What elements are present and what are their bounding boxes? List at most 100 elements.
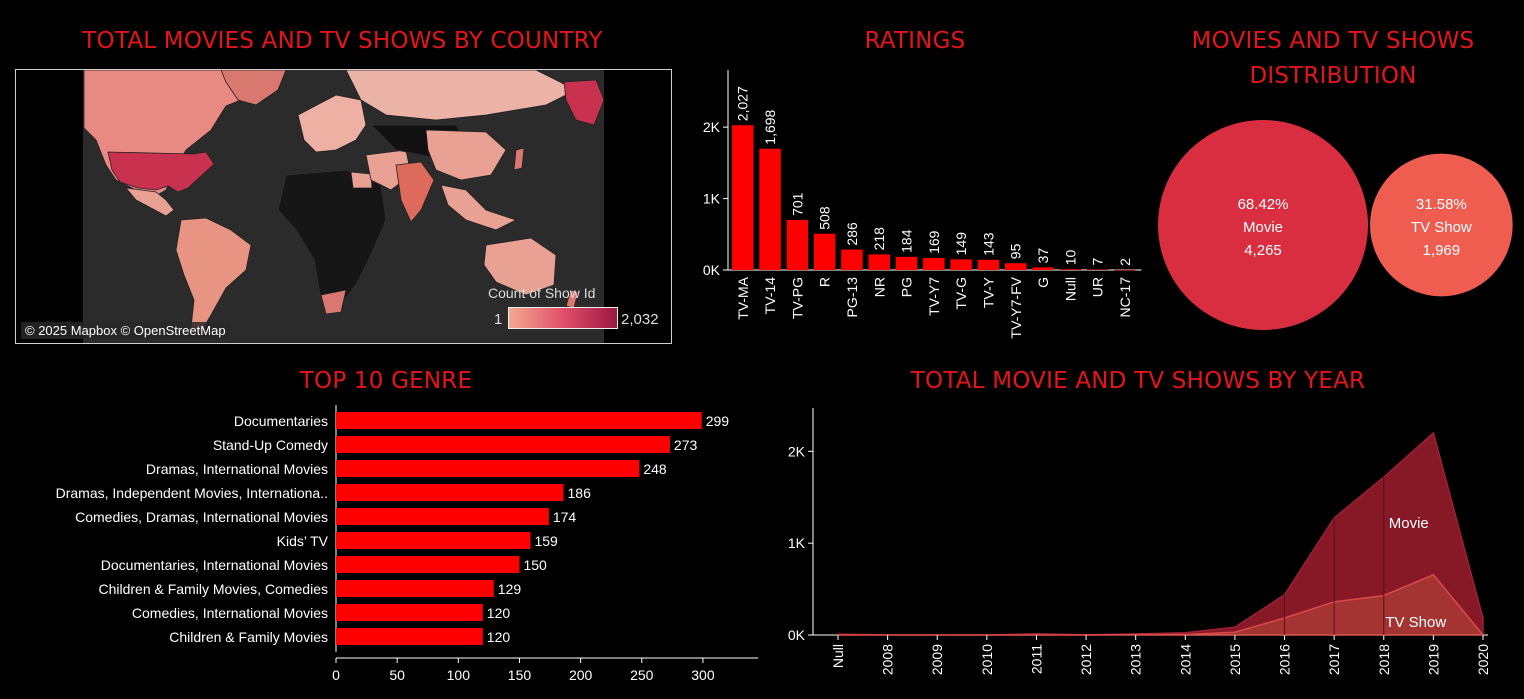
- genre-bar: [336, 484, 564, 501]
- ratings-value-label: 1,698: [762, 109, 778, 144]
- ratings-category-label: TV-G: [953, 277, 969, 310]
- genre-value-label: 129: [498, 581, 522, 597]
- genre-bar: [336, 436, 670, 453]
- genre-bar: [336, 412, 702, 429]
- distribution-count-label: 4,265: [1244, 242, 1282, 259]
- map-india[interactable]: [395, 161, 435, 223]
- genre-x-tick-label: 300: [691, 667, 715, 683]
- genre-value-label: 299: [706, 413, 730, 429]
- map-russia: [345, 70, 577, 121]
- ratings-value-label: 10: [1062, 249, 1078, 265]
- ratings-bar: [950, 259, 972, 270]
- genre-bar: [336, 460, 640, 477]
- genre-value-label: 174: [553, 509, 577, 525]
- year-x-tick-label: 2018: [1376, 644, 1392, 675]
- map-east-siberia: [563, 79, 605, 126]
- map-legend-min: 1: [494, 311, 503, 328]
- country-map[interactable]: © 2025 Mapbox © OpenStreetMap Count of S…: [15, 69, 672, 344]
- ratings-category-label: TV-Y: [980, 276, 996, 308]
- distribution-bubble-movie: [1158, 120, 1368, 330]
- year-area-tv-show: [838, 573, 1485, 636]
- ratings-value-label: 2,027: [735, 86, 751, 121]
- genre-bar: [336, 532, 531, 549]
- year-area-chart: 0K 1K 2K Movie TV Show Null 2008 2009 2010 2011 20…: [788, 408, 1491, 675]
- genre-value-label: 248: [643, 461, 667, 477]
- genre-value-label: 159: [534, 533, 558, 549]
- distribution-type-label: TV Show: [1411, 219, 1472, 236]
- distribution-count-label: 1,969: [1423, 242, 1461, 259]
- map-south-africa: [320, 289, 347, 315]
- map-legend-gradient: [508, 307, 618, 329]
- ratings-bar: [1032, 267, 1054, 270]
- ratings-category-label: TV-14: [762, 277, 778, 315]
- genre-value-label: 273: [674, 437, 698, 453]
- ratings-value-label: 169: [926, 230, 942, 254]
- map-mexico: [125, 187, 175, 217]
- genre-title: TOP 10 GENRE: [299, 368, 473, 394]
- genre-bar: [336, 580, 494, 597]
- ratings-category-label: NR: [871, 277, 887, 297]
- year-x-tick-label: 2013: [1128, 644, 1144, 675]
- map-europe: [297, 94, 367, 153]
- year-x-tick-label: 2019: [1425, 644, 1441, 675]
- genre-x-tick-label: 50: [389, 667, 405, 683]
- ratings-category-label: NC-17: [1117, 277, 1133, 318]
- genre-category-label: Dramas, Independent Movies, Internationa…: [56, 485, 328, 501]
- ratings-bar: [1114, 269, 1136, 271]
- ratings-bar: [759, 148, 781, 270]
- ratings-bar: [868, 254, 890, 270]
- ratings-value-label: 37: [1035, 248, 1051, 264]
- ratings-category-label: UR: [1090, 277, 1106, 297]
- genre-x-tick-label: 200: [569, 667, 593, 683]
- genre-value-label: 186: [568, 485, 592, 501]
- year-x-tick-label: 2014: [1177, 644, 1193, 675]
- genre-category-label: Children & Family Movies: [169, 629, 328, 645]
- ratings-value-label: 701: [789, 192, 805, 216]
- distribution-pct-label: 31.58%: [1416, 196, 1467, 213]
- genre-bar: [336, 508, 549, 525]
- ratings-category-label: TV-MA: [735, 276, 751, 319]
- genre-category-label: Documentaries, International Movies: [101, 557, 328, 573]
- ratings-bar: [923, 257, 945, 270]
- ratings-category-label: Null: [1062, 277, 1078, 301]
- distribution-pct-label: 68.42%: [1238, 196, 1289, 213]
- genre-bar: [336, 556, 520, 573]
- map-egypt: [350, 171, 373, 189]
- genre-category-label: Stand-Up Comedy: [213, 437, 328, 453]
- year-x-tick-label: 2009: [929, 644, 945, 675]
- map-title: TOTAL MOVIES AND TV SHOWS BY COUNTRY: [82, 28, 603, 54]
- ratings-category-label: G: [1035, 277, 1051, 288]
- ratings-bar: [1059, 269, 1082, 270]
- ratings-value-label: 184: [899, 229, 915, 253]
- map-legend-max: 2,032: [621, 311, 659, 328]
- distribution-bubble-chart: 68.42% Movie 4,265 31.58% TV Show 1,969: [1158, 120, 1513, 330]
- ratings-y-tick-label: 1K: [703, 191, 721, 207]
- genre-bar: [336, 628, 483, 645]
- distribution-type-label: Movie: [1243, 219, 1283, 236]
- year-x-tick-label: Null: [830, 644, 846, 668]
- ratings-bar: [813, 233, 836, 270]
- genre-category-label: Comedies, International Movies: [132, 605, 328, 621]
- ratings-value-label: 286: [844, 222, 860, 246]
- map-japan: [513, 147, 525, 171]
- map-usa[interactable]: [107, 151, 215, 193]
- ratings-bar-chart: 0K 1K 2K 2,027 TV-MA 1,698 TV-14 701 TV-PG 508 R 28…: [703, 70, 1142, 338]
- year-x-tick-label: 2016: [1277, 644, 1293, 675]
- ratings-bar: [1005, 263, 1027, 270]
- ratings-value-label: 218: [871, 227, 887, 251]
- ratings-y-tick-label: 2K: [703, 119, 721, 135]
- ratings-bar: [977, 259, 1000, 270]
- ratings-value-label: 149: [953, 232, 969, 256]
- ratings-value-label: 508: [817, 206, 833, 230]
- year-y-tick-label: 1K: [788, 535, 806, 551]
- map-legend-title: Count of Show Id: [488, 285, 596, 301]
- year-y-tick-label: 2K: [788, 443, 806, 459]
- map-south-america: [175, 217, 252, 333]
- ratings-value-label: 7: [1090, 258, 1106, 266]
- genre-bar-chart: 0 50 100 150 200 250 300 Documentaries 299 Stand-…: [56, 405, 758, 683]
- genre-x-tick-label: 0: [332, 667, 340, 683]
- genre-category-label: Documentaries: [234, 413, 328, 429]
- genre-x-tick-label: 150: [508, 667, 532, 683]
- map-attribution[interactable]: © 2025 Mapbox © OpenStreetMap: [21, 322, 230, 339]
- genre-x-tick-label: 100: [447, 667, 471, 683]
